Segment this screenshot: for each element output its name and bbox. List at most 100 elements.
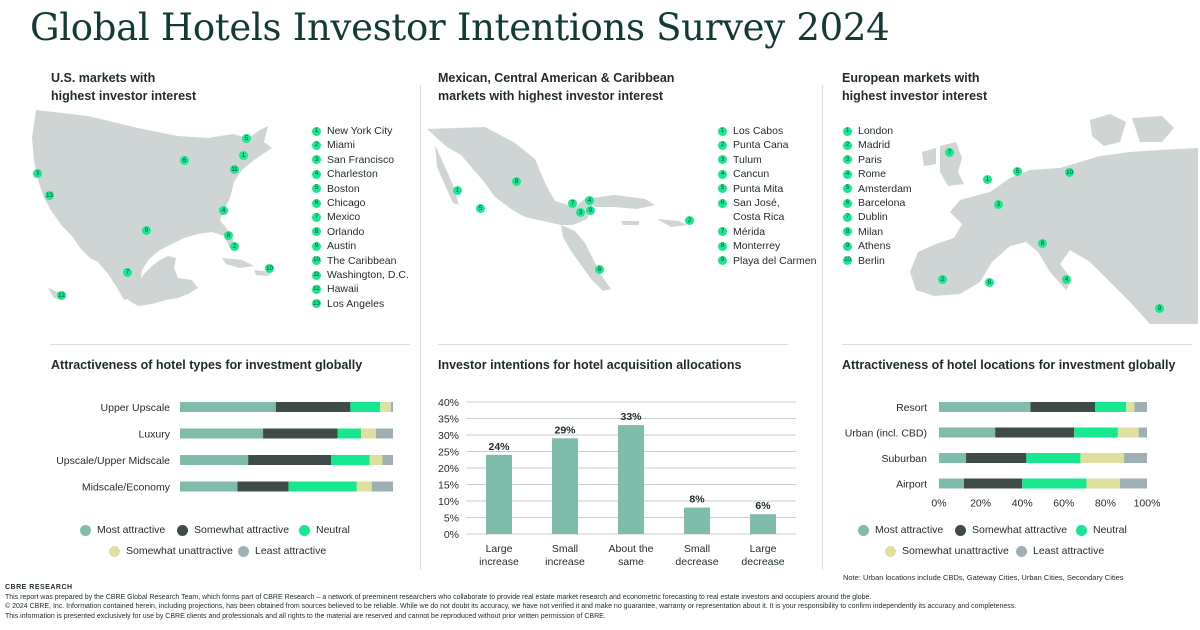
- column-divider: [420, 85, 421, 570]
- eu-markets-heading: European markets with highest investor i…: [842, 69, 987, 105]
- hotel-locations-bar-segment: [1074, 427, 1118, 438]
- allocations-category-label: Large increase: [479, 543, 519, 568]
- mx-city-item: 1 Los Cabos: [718, 124, 816, 138]
- allocations-y-tick-label: 0%: [444, 529, 459, 541]
- eu-map-marker-8: 8: [1038, 239, 1047, 248]
- us-city-item: 1 New York City: [312, 124, 409, 138]
- eu-map-marker-3: 3: [994, 200, 1003, 209]
- page-title: Global Hotels Investor Intentions Survey…: [30, 6, 890, 49]
- allocations-chart-title: Investor intentions for hotel acquisitio…: [438, 358, 742, 372]
- row-divider: [438, 344, 788, 345]
- us-city-name: The Caribbean: [327, 254, 397, 267]
- footer-line-2: © 2024 CBRE, Inc. Information contained …: [5, 603, 1017, 611]
- us-city-item: 6 Chicago: [312, 196, 409, 210]
- mx-heading-line2: markets with highest investor interest: [438, 89, 664, 103]
- allocations-data-label: 24%: [488, 441, 510, 453]
- hotel-locations-legend-item: Somewhat unattractive: [885, 545, 1009, 557]
- us-city-number-badge: 5: [312, 184, 321, 194]
- us-city-name: San Francisco: [327, 153, 395, 166]
- us-city-item: 7 Mexico: [312, 210, 409, 224]
- us-city-number-badge: 4: [312, 169, 321, 179]
- us-city-name: Los Angeles: [327, 297, 385, 310]
- footer: CBRE RESEARCH This report was prepared b…: [5, 583, 1016, 621]
- hotel-types-bar-segment: [390, 402, 393, 412]
- hotel-types-legend-label: Most attractive: [97, 524, 166, 536]
- hotel-types-legend: Most attractive Somewhat attractive Neutra…: [80, 524, 410, 564]
- mx-city-item: 3 Tulum: [718, 153, 816, 167]
- allocations-y-tick-label: 5%: [444, 513, 459, 525]
- footer-line-3: This information is presented exclusivel…: [5, 612, 606, 620]
- hotel-locations-legend-item: Most attractive: [858, 524, 943, 536]
- eu-map-marker-10: 10: [1065, 168, 1074, 177]
- hotel-locations-bar-segment: [939, 427, 996, 438]
- mx-map: [427, 127, 687, 291]
- allocations-bar: [750, 514, 776, 534]
- mx-city-item: 6 San José,: [718, 196, 816, 210]
- hotel-locations-bar-segment: [1119, 478, 1147, 489]
- us-city-number-badge: 6: [312, 198, 321, 208]
- hotel-types-bar-segment: [263, 428, 338, 439]
- us-city-number-badge: 12: [312, 284, 321, 294]
- us-heading-line2: highest investor interest: [51, 89, 197, 103]
- mx-city-item: 7 Mérida: [718, 225, 816, 239]
- hotel-locations-legend-label: Least attractive: [1033, 545, 1105, 557]
- us-city-name: Boston: [327, 182, 360, 195]
- hotel-locations-bar-segment: [1126, 402, 1135, 412]
- hotel-types-legend-item: Somewhat attractive: [177, 524, 289, 536]
- hotel-locations-bar-segment: [995, 427, 1075, 438]
- us-city-item: 13 Los Angeles: [312, 297, 409, 311]
- allocations-y-tick-label: 20%: [438, 463, 459, 475]
- row-divider: [842, 344, 1192, 345]
- eu-city-item: 10 Berlin: [843, 254, 912, 268]
- hotel-types-bar-segment: [337, 428, 362, 439]
- hotel-types-bar-segment: [180, 481, 238, 492]
- eu-city-item: 6 Barcelona: [843, 196, 912, 210]
- allocations-category-label: Small decrease: [675, 543, 718, 568]
- mx-city-name: Punta Cana: [733, 139, 789, 152]
- us-city-number-badge: 7: [312, 212, 321, 222]
- mx-markets-heading: Mexican, Central American & Caribbean ma…: [438, 69, 674, 105]
- eu-map-marker-1: 1: [983, 175, 992, 184]
- us-city-item: 12 Hawaii: [312, 282, 409, 296]
- hotel-locations-legend-label: Most attractive: [875, 524, 944, 536]
- hotel-types-bar-segment: [350, 402, 381, 412]
- us-city-list: 1 New York City 2 Miami 3 San Francisco 4 Charl…: [312, 124, 409, 311]
- eu-city-number-badge: 1: [843, 126, 852, 136]
- mx-city-name: Tulum: [733, 153, 762, 166]
- hotel-types-bar-segment: [180, 428, 264, 439]
- hotel-locations-bar-segment: [966, 453, 1027, 463]
- hotel-locations-bar-segment: [1086, 478, 1120, 489]
- allocations-y-tick-label: 30%: [438, 430, 459, 442]
- allocations-data-label: 29%: [554, 424, 576, 436]
- eu-city-number-badge: 3: [843, 155, 852, 165]
- mx-city-name: Costa Rica: [733, 211, 785, 224]
- us-map-marker-13: 13: [45, 191, 54, 200]
- allocations-data-label: 6%: [755, 500, 771, 512]
- hotel-types-bar-segment: [369, 455, 383, 465]
- mx-city-item: 8 Monterrey: [718, 239, 816, 253]
- allocations-bar-chart: 0% 5% 10% 15% 20% 25% 30% 35% 40% 24% Large increas…: [438, 397, 796, 568]
- allocations-category-label: About the same: [609, 543, 654, 568]
- mx-city-number-badge: 5: [718, 184, 727, 194]
- hotel-types-bar-segment: [331, 455, 370, 465]
- mx-map-marker-7: 7: [568, 199, 577, 208]
- eu-city-name: Athens: [858, 240, 891, 253]
- hotel-locations-category-label: Suburban: [881, 453, 927, 465]
- eu-city-number-badge: 10: [843, 256, 852, 266]
- hotel-types-legend-item: Least attractive: [238, 545, 326, 557]
- allocations-y-tick-label: 10%: [438, 496, 459, 508]
- allocations-y-tick-label: 15%: [438, 480, 459, 492]
- hotel-types-bar-segment: [380, 402, 391, 412]
- eu-city-item: 1 London: [843, 124, 912, 138]
- hotel-locations-category-label: Airport: [896, 479, 927, 491]
- eu-city-name: Rome: [858, 168, 887, 181]
- hotel-types-legend-swatch: [80, 524, 91, 536]
- hotel-types-legend-swatch: [238, 545, 249, 557]
- hotel-locations-legend-swatch: [955, 524, 966, 536]
- hotel-types-legend-label: Somewhat unattractive: [126, 545, 233, 557]
- us-map-marker-6: 6: [180, 156, 189, 165]
- hotel-locations-bar-segment: [1022, 478, 1087, 489]
- hotel-types-category-label: Upper Upscale: [101, 402, 171, 414]
- column-divider: [822, 85, 823, 570]
- eu-city-number-badge: 7: [843, 212, 852, 222]
